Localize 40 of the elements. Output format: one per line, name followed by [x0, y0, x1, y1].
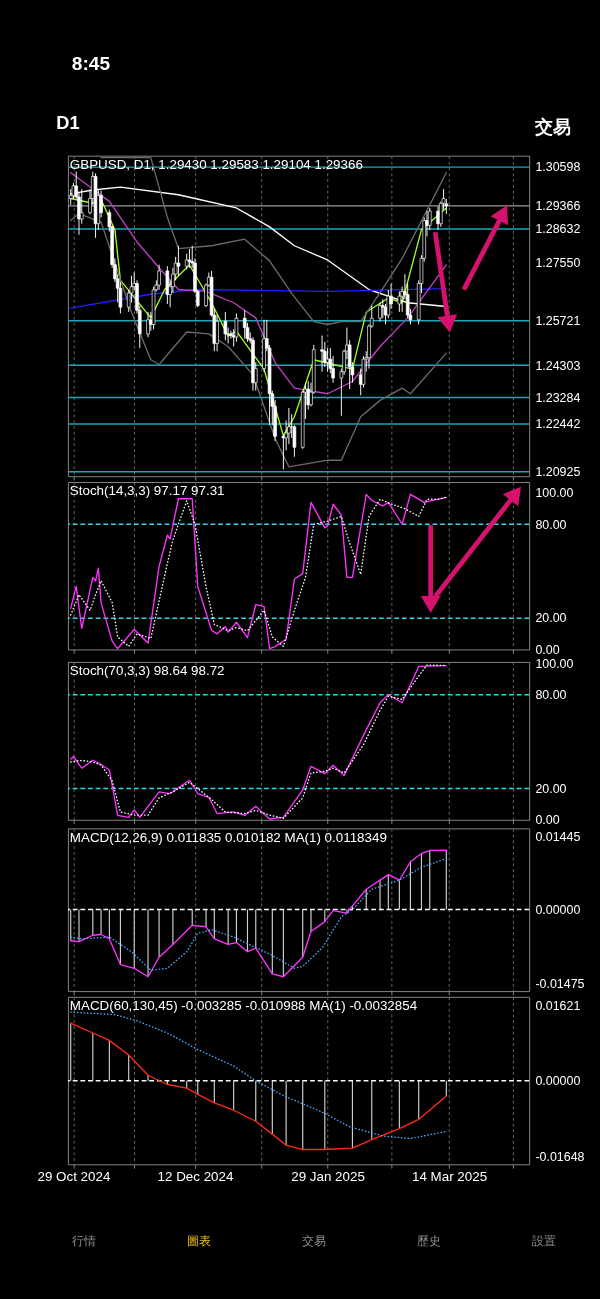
y-tick-label: 1.30598	[535, 160, 581, 175]
y-tick-label: 1.24303	[535, 358, 581, 373]
y-tick-label: 20.00	[535, 781, 567, 796]
x-tick-label: 12 Dec 2024	[157, 1169, 234, 1185]
y-tick-label: 80.00	[535, 688, 567, 703]
text: 8:45	[71, 52, 111, 74]
y-tick-label: 0.00000	[535, 1074, 581, 1089]
y-tick-label: 0.01621	[535, 999, 581, 1014]
text: 交易	[534, 116, 572, 137]
y-tick-label: 1.22442	[535, 417, 581, 432]
y-tick-label: 20.00	[535, 611, 567, 626]
text: 行情	[72, 1233, 97, 1248]
y-tick-label: 80.00	[535, 517, 567, 532]
y-tick-label: 0.00	[535, 813, 560, 828]
text: 交易	[301, 1233, 326, 1248]
chart-title: Stoch(14,3,3) 97.17 97.31	[69, 483, 225, 499]
y-tick-label: 1.29366	[535, 199, 581, 214]
y-tick-label: 1.23284	[535, 390, 581, 405]
text: 設置	[531, 1233, 556, 1248]
chart-title: GBPUSD, D1, 1.29430 1.29583 1.29104 1.29366	[69, 157, 363, 173]
y-tick-label: 1.20925	[535, 465, 581, 480]
y-tick-label: 0.00	[535, 642, 560, 657]
y-tick-label: 1.25721	[535, 313, 581, 328]
x-tick-label: 14 Mar 2025	[412, 1169, 488, 1185]
y-tick-label: 0.00000	[535, 902, 581, 917]
text: D1	[56, 112, 80, 133]
chart-title: MACD(60,130,45) -0.003285 -0.010988 MA(1) -0.0032854	[69, 998, 418, 1014]
text: 歷史	[416, 1233, 441, 1248]
y-tick-label: -0.01648	[535, 1150, 585, 1165]
y-tick-label: -0.01475	[535, 976, 585, 991]
y-tick-label: 0.01445	[535, 830, 581, 845]
y-tick-label: 1.27550	[535, 256, 581, 271]
y-tick-label: 100.00	[535, 656, 574, 671]
y-tick-label: 100.00	[535, 486, 574, 501]
chart-title: MACD(12,26,9) 0.011835 0.010182 MA(1) 0.0118349	[69, 829, 387, 845]
x-tick-label: 29 Oct 2024	[37, 1169, 111, 1185]
chart-title: Stoch(70,3,3) 98.64 98.72	[69, 663, 225, 679]
x-tick-label: 29 Jan 2025	[291, 1169, 365, 1185]
text: 圖表	[187, 1233, 212, 1248]
y-tick-label: 1.28632	[535, 222, 581, 237]
